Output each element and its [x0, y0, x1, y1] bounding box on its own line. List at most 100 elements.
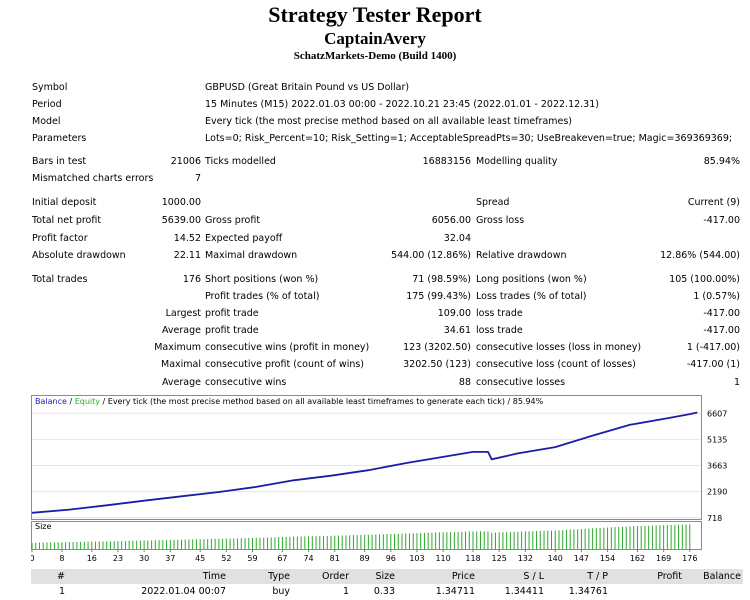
trades-table: # Time Type Order Size Price S / L T / P…	[31, 569, 743, 599]
maximal-profit-value: 3202.50 (123)	[403, 359, 471, 370]
max-drawdown-label: Maximal drawdown	[205, 250, 298, 261]
size-label: Size	[35, 522, 52, 531]
maximal-profit-label: consecutive profit (count of wins)	[205, 359, 365, 370]
maximum-label: Maximum	[154, 342, 201, 353]
symbol-value: GBPUSD (Great Britain Pound vs US Dollar…	[205, 82, 410, 93]
abs-drawdown-label: Absolute drawdown	[32, 250, 126, 261]
x-tick-label: 162	[630, 554, 645, 563]
loss-trades-value: 1 (0.57%)	[693, 291, 740, 302]
x-tick-label: 154	[600, 554, 615, 563]
mismatch-label: Mismatched charts errors	[32, 173, 154, 184]
x-tick-label: 37	[165, 554, 175, 563]
avg-cons-wins-label: consecutive wins	[205, 377, 287, 388]
average-loss-label: loss trade	[476, 325, 523, 336]
expert-name: CaptainAvery	[324, 29, 426, 48]
balance-chart: Balance / Equity / Every tick (the most …	[31, 395, 727, 563]
spread-label: Spread	[476, 197, 510, 208]
y-tick-label: 6607	[707, 409, 727, 418]
x-tick-label: 45	[195, 554, 205, 563]
col-time: Time	[109, 569, 228, 584]
maximal-label: Maximal	[161, 359, 201, 370]
report-title: Strategy Tester Report	[268, 2, 482, 27]
period-value: 15 Minutes (M15) 2022.01.03 00:00 - 2022…	[205, 99, 599, 110]
bars-value: 21006	[170, 156, 201, 167]
max-drawdown-value: 544.00 (12.86%)	[391, 250, 471, 261]
col-price: Price	[397, 569, 477, 584]
server-build: SchatzMarkets-Demo (Build 1400)	[293, 50, 457, 62]
cell-balance	[684, 584, 743, 599]
x-tick-label: 118	[465, 554, 480, 563]
total-trades-label: Total trades	[32, 274, 88, 285]
x-tick-label: 8	[59, 554, 64, 563]
x-tick-label: 23	[113, 554, 123, 563]
legend-equity: Equity	[75, 397, 101, 406]
long-positions-value: 105 (100.00%)	[669, 274, 740, 285]
col-balance: Balance	[684, 569, 743, 584]
legend-balance: Balance	[35, 397, 67, 406]
rel-drawdown-label: Relative drawdown	[476, 250, 567, 261]
average-profit-label: profit trade	[205, 325, 259, 336]
avg-cons-losses-value: 1	[733, 377, 740, 388]
x-tick-label: 140	[548, 554, 563, 563]
long-positions-label: Long positions (won %)	[476, 274, 587, 285]
x-tick-label: 81	[330, 554, 340, 563]
gross-loss-value: -417.00	[703, 215, 740, 226]
period-label: Period	[32, 99, 62, 110]
balance-line	[31, 411, 698, 514]
loss-trades-label: Loss trades (% of total)	[476, 291, 587, 302]
trades-header-row: # Time Type Order Size Price S / L T / P…	[31, 569, 743, 584]
largest-profit-value: 109.00	[437, 308, 471, 319]
x-tick-label: 103	[409, 554, 424, 563]
maximal-loss-value: -417.00 (1)	[686, 359, 740, 370]
x-tick-label: 176	[682, 554, 697, 563]
col-number: #	[31, 569, 109, 584]
x-tick-label: 96	[386, 554, 396, 563]
gross-profit-value: 6056.00	[431, 215, 471, 226]
x-tick-label: 132	[518, 554, 533, 563]
net-profit-value: 5639.00	[161, 215, 201, 226]
x-tick-label: 67	[277, 554, 287, 563]
avg-cons-losses-label: consecutive losses	[476, 377, 566, 388]
legend-description: / Every tick (the most precise method ba…	[100, 397, 544, 406]
profit-factor-label: Profit factor	[32, 233, 88, 244]
spread-value: Current (9)	[687, 197, 740, 208]
col-size: Size	[351, 569, 397, 584]
quality-label: Modelling quality	[476, 156, 558, 167]
net-profit-label: Total net profit	[32, 215, 102, 226]
chart-legend: Balance / Equity / Every tick (the most …	[35, 397, 544, 406]
gross-profit-label: Gross profit	[205, 215, 261, 226]
max-cons-wins-label: consecutive wins (profit in money)	[205, 342, 370, 353]
cell-number: 1	[59, 586, 66, 597]
x-tick-label: 125	[492, 554, 507, 563]
profit-factor-value: 14.52	[173, 233, 201, 244]
initial-deposit-label: Initial deposit	[32, 197, 97, 208]
table-row: 1 2022.01.04 00:07 buy 1 0.33 1.34711 1.…	[31, 584, 743, 599]
col-type: Type	[228, 569, 292, 584]
average-label: Average	[161, 325, 201, 336]
largest-profit-label: profit trade	[205, 308, 259, 319]
col-profit: Profit	[610, 569, 684, 584]
short-positions-value: 71 (98.59%)	[412, 274, 471, 285]
cell-type: buy	[272, 586, 290, 597]
cell-size: 0.33	[373, 586, 395, 597]
col-tp: T / P	[546, 569, 610, 584]
rel-drawdown-value: 12.86% (544.00)	[660, 250, 740, 261]
x-tick-label: 147	[574, 554, 589, 563]
abs-drawdown-value: 22.11	[173, 250, 201, 261]
expected-payoff-value: 32.04	[443, 233, 471, 244]
y-tick-label: 718	[707, 514, 722, 523]
x-tick-label: 0	[31, 554, 35, 563]
y-tick-label: 5135	[707, 435, 727, 444]
cell-profit	[610, 584, 684, 599]
average-loss-value: -417.00	[703, 325, 740, 336]
cell-sl: 1.34411	[504, 586, 544, 597]
x-tick-label: 169	[656, 554, 671, 563]
total-trades-value: 176	[182, 274, 201, 285]
cell-price: 1.34711	[435, 586, 475, 597]
expected-payoff-label: Expected payoff	[205, 233, 283, 244]
size-plot-area	[31, 521, 702, 550]
gross-loss-label: Gross loss	[476, 215, 525, 226]
short-positions-label: Short positions (won %)	[205, 274, 319, 285]
max-cons-wins-value: 123 (3202.50)	[403, 342, 471, 353]
largest-label: Largest	[165, 308, 201, 319]
